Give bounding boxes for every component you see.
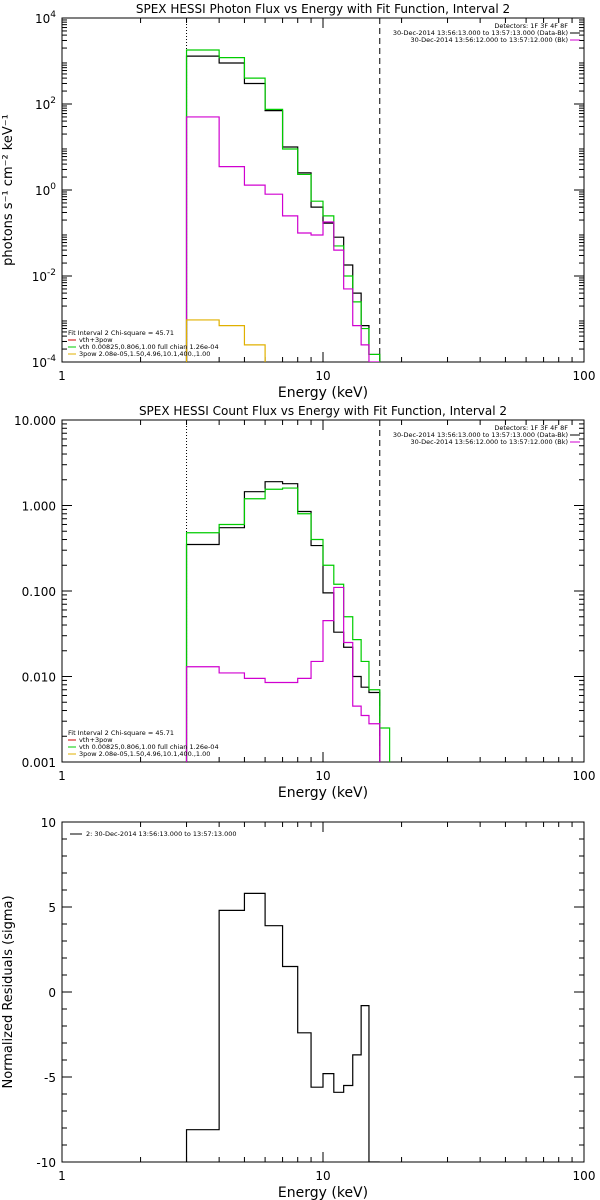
legend-entry: 30-Dec-2014 13:56:12.000 to 13:57:12.000… <box>411 438 569 446</box>
legend-entry: vth+3pow <box>79 336 113 344</box>
legend-entry: 3pow 2.08e-05,1.50,4.96,10.1,400.,1.00 <box>79 750 210 758</box>
plot-frame <box>61 17 585 363</box>
residuals-plot: 1 10 100 Energy (keV) -10 -5 0 5 10 Normalized Re… <box>1 816 595 1200</box>
y-tick-base: 10 <box>32 356 47 370</box>
x-tick-label: 1 <box>58 769 66 783</box>
count-flux-plot: SPEX HESSI Count Flux vs Energy with Fit… <box>14 404 595 801</box>
y-tick-label: 102 <box>35 96 56 112</box>
y-tick-label: 0.100 <box>22 585 56 599</box>
legend-entry: vth 0.00825,0.806,1.00 full chian 1.26e-… <box>79 343 219 351</box>
y-tick-label: 10-2 <box>32 268 56 284</box>
y-tick-exponent: -2 <box>47 268 56 278</box>
y-tick-label: -5 <box>44 1071 56 1085</box>
y-tick-base: 10 <box>35 184 50 198</box>
chart-title: SPEX HESSI Photon Flux vs Energy with Fi… <box>136 2 510 16</box>
legend-entry: Fit Interval 2 Chi-square = 45.71 <box>68 329 174 337</box>
legend-entry: Detectors: 1F 3F 4F 8F <box>494 424 568 432</box>
y-tick-exponent: 0 <box>50 182 56 192</box>
x-tick-label: 10 <box>315 1169 330 1183</box>
legend-entry: 30-Dec-2014 13:56:12.000 to 13:57:12.000… <box>411 36 569 44</box>
data-series-line <box>185 586 381 762</box>
x-tick-label: 1 <box>58 369 66 383</box>
data-series-group <box>185 892 380 1162</box>
y-tick-label: 0.010 <box>22 671 56 685</box>
y-tick-label: 10-4 <box>32 354 57 370</box>
y-tick-label: 10 <box>41 816 56 830</box>
data-series-line <box>185 481 381 762</box>
legend-entry: vth 0.00825,0.806,1.00 full chian 1.26e-… <box>79 743 219 751</box>
x-tick-label: 100 <box>573 1169 596 1183</box>
y-tick-base: 10 <box>35 98 50 112</box>
y-axis-label: photons s⁻¹ cm⁻² keV⁻¹ <box>1 114 16 266</box>
y-tick-label: 5 <box>48 901 56 915</box>
x-tick-label: 10 <box>315 769 330 783</box>
y-axis-label: Normalized Residuals (sigma) <box>1 895 16 1088</box>
legend-entry: 2: 30-Dec-2014 13:56:13.000 to 13:57:13.… <box>86 830 237 838</box>
y-tick-base: 10 <box>32 270 47 284</box>
y-tick-exponent: -4 <box>47 354 56 364</box>
data-series-line <box>185 116 380 362</box>
y-tick-label: 1.000 <box>22 500 56 514</box>
legend-entry: Detectors: 1F 3F 4F 8F <box>494 22 568 30</box>
legend-entry: vth+3pow <box>79 736 113 744</box>
data-series-group <box>185 481 391 762</box>
x-tick-label: 100 <box>573 769 596 783</box>
plot-frame <box>61 821 585 1163</box>
y-tick-label: 0 <box>48 986 56 1000</box>
y-tick-label: 104 <box>35 10 56 26</box>
legend-entry: Fit Interval 2 Chi-square = 45.71 <box>68 729 174 737</box>
legend-entry: 30-Dec-2014 13:56:13.000 to 13:57:13.000… <box>393 29 568 37</box>
legend-entry: 30-Dec-2014 13:56:13.000 to 13:57:13.000… <box>393 431 568 439</box>
x-axis-label: Energy (keV) <box>278 1185 368 1200</box>
y-tick-exponent: 2 <box>50 96 56 106</box>
y-tick-label: 0.001 <box>22 756 56 770</box>
data-series-group <box>185 49 381 362</box>
y-tick-label: 10.000 <box>14 414 56 428</box>
y-tick-base: 10 <box>35 12 50 26</box>
x-tick-label: 10 <box>315 369 330 383</box>
chart-title: SPEX HESSI Count Flux vs Energy with Fit… <box>139 404 507 418</box>
x-axis-label: Energy (keV) <box>278 385 368 401</box>
y-tick-label: -10 <box>36 1156 56 1170</box>
x-axis-label: Energy (keV) <box>278 785 368 801</box>
y-tick-exponent: 4 <box>50 10 56 20</box>
data-series-line <box>185 319 266 362</box>
x-tick-label: 1 <box>58 1169 66 1183</box>
data-series-line <box>185 892 380 1162</box>
legend-entry: 3pow 2.08e-05,1.50,4.96,10.1,400.,1.00 <box>79 350 210 358</box>
data-series-line <box>185 49 381 362</box>
data-series-line <box>185 487 391 762</box>
x-tick-label: 100 <box>573 369 596 383</box>
photon-flux-plot: SPEX HESSI Photon Flux vs Energy with Fi… <box>1 2 595 401</box>
y-tick-label: 100 <box>35 182 56 198</box>
